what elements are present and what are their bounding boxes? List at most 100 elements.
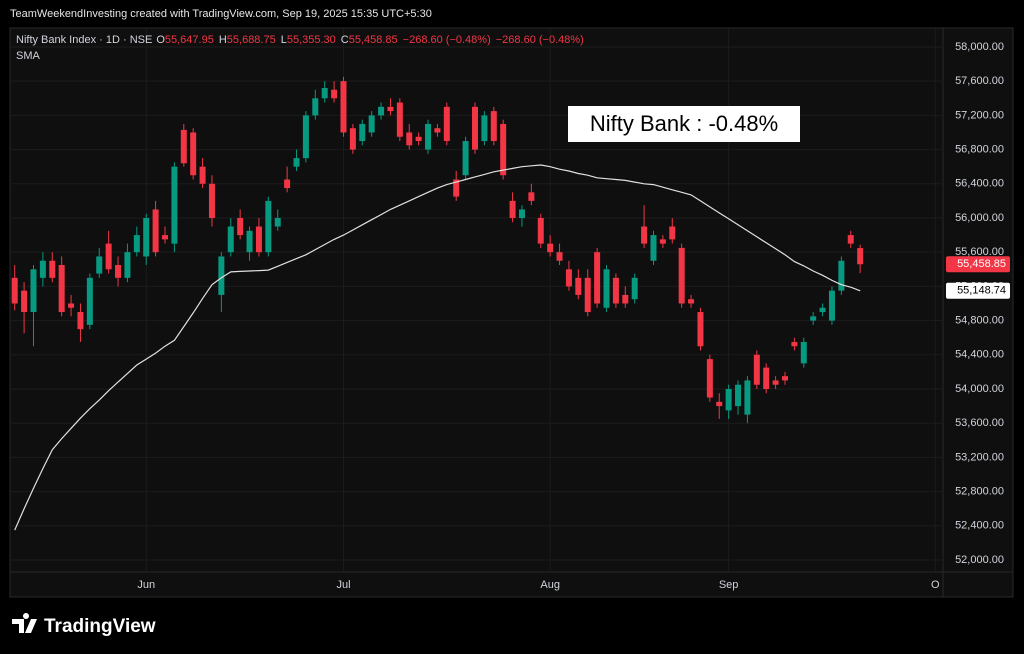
candle-body bbox=[21, 290, 28, 313]
candle-body bbox=[716, 401, 723, 407]
candle-body bbox=[406, 132, 413, 146]
candle-body bbox=[199, 166, 206, 184]
candle-body bbox=[622, 294, 629, 304]
last-price-box bbox=[946, 256, 1010, 273]
candle-body bbox=[30, 269, 37, 313]
candle-body bbox=[133, 235, 140, 253]
candle-body bbox=[528, 192, 535, 201]
candle-body bbox=[425, 123, 432, 150]
legend-key: H bbox=[219, 34, 227, 46]
candle-body bbox=[772, 380, 779, 385]
candle-body bbox=[735, 384, 742, 407]
x-tick-label: Jun bbox=[137, 579, 155, 591]
candle-body bbox=[453, 179, 460, 197]
candle-body bbox=[39, 260, 46, 278]
x-tick-label: O bbox=[931, 579, 940, 591]
y-tick-label: 55,600.00 bbox=[955, 246, 1004, 258]
candle-body bbox=[518, 209, 525, 218]
candle-body bbox=[77, 312, 84, 330]
candle-body bbox=[387, 106, 394, 112]
annotation-box bbox=[568, 106, 800, 142]
candle-body bbox=[819, 307, 826, 313]
candle-body bbox=[190, 132, 197, 176]
sma-line bbox=[14, 164, 861, 531]
candle-body bbox=[349, 128, 356, 150]
candle-body bbox=[791, 341, 798, 347]
candle-body bbox=[246, 230, 253, 253]
candle-body bbox=[274, 217, 281, 227]
candle-body bbox=[415, 136, 422, 142]
y-tick-label: 57,600.00 bbox=[955, 75, 1004, 87]
candle-body bbox=[659, 239, 666, 244]
candle-body bbox=[359, 123, 366, 142]
candle-body bbox=[115, 265, 122, 278]
candle-body bbox=[500, 123, 507, 176]
candle-body bbox=[472, 106, 478, 150]
candle-body bbox=[612, 277, 619, 304]
candle-body bbox=[509, 200, 516, 218]
candle-body bbox=[575, 277, 582, 295]
candle-body bbox=[293, 158, 300, 167]
candle-body bbox=[603, 269, 610, 308]
candle-body bbox=[800, 341, 807, 364]
y-tick-label: 58,000.00 bbox=[955, 41, 1004, 53]
y-tick-label: 53,600.00 bbox=[955, 417, 1004, 429]
candle-body bbox=[697, 312, 704, 347]
y-tick-label: 57,200.00 bbox=[955, 109, 1004, 121]
candle-body bbox=[838, 260, 845, 291]
candle-body bbox=[810, 316, 817, 321]
candle-body bbox=[265, 200, 272, 253]
candle-body bbox=[744, 380, 751, 415]
candle-body bbox=[340, 81, 347, 133]
sma-price-box bbox=[946, 282, 1010, 299]
candle-body bbox=[650, 235, 657, 261]
candle-body bbox=[208, 183, 215, 218]
symbol: Nifty Bank Index · 1D · NSE bbox=[16, 34, 152, 46]
candle-body bbox=[434, 128, 441, 133]
candle-body bbox=[396, 102, 403, 137]
candle-body bbox=[462, 141, 469, 176]
candle-body bbox=[284, 179, 291, 189]
candle-body bbox=[669, 226, 676, 240]
candle-body bbox=[725, 388, 732, 411]
candle-body bbox=[547, 243, 554, 253]
candle-body bbox=[594, 252, 601, 304]
last-price-label: 55,458.85 bbox=[957, 258, 1006, 270]
legend-value: 55,647.95 bbox=[165, 34, 214, 46]
legend-value: 55,355.30 bbox=[287, 34, 336, 46]
candle-body bbox=[706, 359, 713, 398]
legend-row: Nifty Bank Index · 1D · NSE O55,647.95 H55… bbox=[16, 34, 584, 46]
candle-body bbox=[565, 269, 572, 287]
y-tick-label: 53,200.00 bbox=[955, 451, 1004, 463]
candle-body bbox=[58, 265, 65, 313]
candle-body bbox=[237, 217, 244, 236]
candle-body bbox=[753, 354, 760, 385]
candle-body bbox=[105, 243, 112, 270]
y-tick-label: 52,000.00 bbox=[955, 554, 1004, 566]
plot bbox=[11, 76, 864, 531]
candle-body bbox=[490, 111, 497, 142]
x-tick-label: Sep bbox=[719, 579, 739, 591]
legend: Nifty Bank Index · 1D · NSE O55,647.95 H55… bbox=[16, 34, 584, 46]
candle-body bbox=[49, 260, 56, 278]
candle-body bbox=[331, 89, 338, 99]
candle-body bbox=[847, 235, 854, 244]
legend-value: 55,688.75 bbox=[227, 34, 276, 46]
candle-body bbox=[763, 367, 770, 389]
x-tick-label: Jul bbox=[336, 579, 350, 591]
y-tick-label: 52,800.00 bbox=[955, 485, 1004, 497]
legend-key: C bbox=[341, 34, 349, 46]
legend-value: 55,458.85 bbox=[349, 34, 398, 46]
candle-body bbox=[368, 115, 375, 133]
y-tick-label: 56,000.00 bbox=[955, 212, 1004, 224]
candle-body bbox=[584, 277, 591, 313]
candle-body bbox=[631, 277, 638, 300]
candle-body bbox=[312, 98, 319, 116]
legend-key: L bbox=[281, 34, 287, 46]
candle-body bbox=[481, 115, 488, 142]
candle-body bbox=[152, 209, 159, 253]
sma-price-label: 55,148.74 bbox=[957, 285, 1006, 297]
candle-body bbox=[96, 256, 103, 274]
change-text: −268.60 (−0.48%) bbox=[496, 34, 584, 46]
